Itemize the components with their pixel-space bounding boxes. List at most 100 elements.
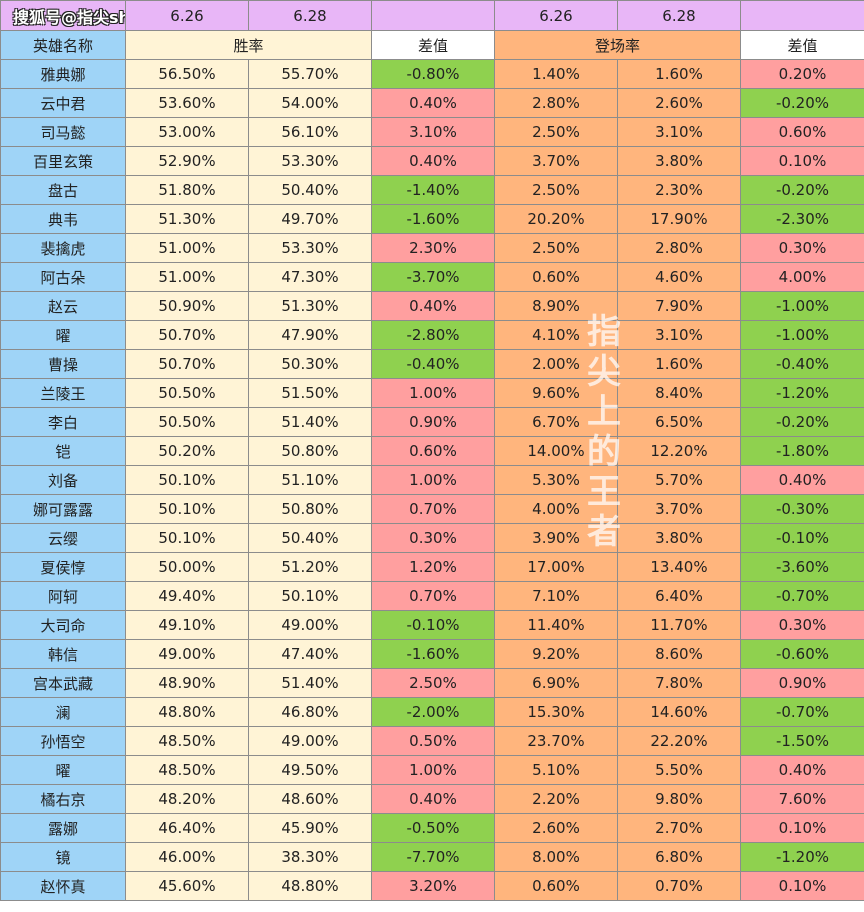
win-rate-626-cell: 50.20% [125, 436, 249, 466]
date-cell: 6.26 [125, 0, 249, 31]
pick-rate-626-cell: 0.60% [494, 871, 618, 901]
hero-name-cell: 橘右京 [0, 784, 126, 814]
win-rate-628-cell: 51.40% [248, 407, 372, 437]
win-rate-626-cell: 52.90% [125, 146, 249, 176]
pick-rate-628-cell: 3.10% [617, 117, 741, 147]
win-rate-626-cell: 48.80% [125, 697, 249, 727]
table-row: 韩信 49.00% 47.40% -1.60% 9.20% 8.60% -0.60% [0, 639, 864, 669]
hero-name-cell: 娜可露露 [0, 494, 126, 524]
win-rate-628-cell: 47.40% [248, 639, 372, 669]
hero-name-cell: 典韦 [0, 204, 126, 234]
pick-rate-628-cell: 22.20% [617, 726, 741, 756]
table-row: 百里玄策 52.90% 53.30% 0.40% 3.70% 3.80% 0.10% [0, 146, 864, 176]
win-diff-cell: 0.40% [371, 88, 495, 118]
empty-header-cell [740, 0, 864, 31]
pick-rate-628-cell: 2.30% [617, 175, 741, 205]
pick-rate-628-cell: 3.80% [617, 523, 741, 553]
table-row: 阿古朵 51.00% 47.30% -3.70% 0.60% 4.60% 4.00% [0, 262, 864, 292]
pick-rate-626-cell: 3.90% [494, 523, 618, 553]
pick-rate-628-cell: 3.70% [617, 494, 741, 524]
pick-rate-626-cell: 2.20% [494, 784, 618, 814]
pick-rate-628-cell: 2.70% [617, 813, 741, 843]
table-row: 阿轲 49.40% 50.10% 0.70% 7.10% 6.40% -0.70% [0, 581, 864, 611]
pick-rate-628-cell: 9.80% [617, 784, 741, 814]
pick-diff-cell: -0.20% [740, 88, 864, 118]
table-row: 赵云 50.90% 51.30% 0.40% 8.90% 7.90% -1.00% [0, 291, 864, 321]
win-diff-cell: -2.80% [371, 320, 495, 350]
pick-diff-cell: -0.10% [740, 523, 864, 553]
win-rate-628-cell: 48.60% [248, 784, 372, 814]
pick-diff-cell: 0.30% [740, 610, 864, 640]
win-rate-628-cell: 49.00% [248, 610, 372, 640]
hero-name-cell: 孙悟空 [0, 726, 126, 756]
win-rate-628-cell: 50.10% [248, 581, 372, 611]
win-diff-cell: -0.50% [371, 813, 495, 843]
table-row: 典韦 51.30% 49.70% -1.60% 20.20% 17.90% -2.30% [0, 204, 864, 234]
pick-rate-626-cell: 5.30% [494, 465, 618, 495]
pick-rate-628-cell: 4.60% [617, 262, 741, 292]
table-row: 大司命 49.10% 49.00% -0.10% 11.40% 11.70% 0.30% [0, 610, 864, 640]
win-rate-626-cell: 50.10% [125, 523, 249, 553]
win-rate-626-cell: 50.50% [125, 378, 249, 408]
win-rate-628-cell: 49.70% [248, 204, 372, 234]
win-rate-626-cell: 49.40% [125, 581, 249, 611]
win-rate-626-cell: 51.30% [125, 204, 249, 234]
table-row: 曜 50.70% 47.90% -2.80% 4.10% 3.10% -1.00% [0, 320, 864, 350]
pick-diff-cell: 0.60% [740, 117, 864, 147]
win-diff-cell: -0.80% [371, 59, 495, 89]
hero-name-cell: 夏侯惇 [0, 552, 126, 582]
win-rate-628-cell: 50.40% [248, 175, 372, 205]
hero-name-header: 英雄名称 [0, 30, 126, 60]
win-diff-cell: 1.20% [371, 552, 495, 582]
win-diff-cell: 0.60% [371, 436, 495, 466]
pick-rate-628-cell: 2.60% [617, 88, 741, 118]
win-rate-628-cell: 46.80% [248, 697, 372, 727]
win-diff-cell: -7.70% [371, 842, 495, 872]
win-rate-626-cell: 48.50% [125, 726, 249, 756]
pick-diff-cell: -1.50% [740, 726, 864, 756]
pick-diff-cell: -0.20% [740, 175, 864, 205]
pick-rate-626-cell: 6.90% [494, 668, 618, 698]
win-rate-628-cell: 56.10% [248, 117, 372, 147]
pick-diff-cell: 4.00% [740, 262, 864, 292]
win-rate-626-cell: 50.10% [125, 494, 249, 524]
date-cell: 6.26 [494, 0, 618, 31]
win-rate-628-cell: 51.10% [248, 465, 372, 495]
pick-rate-628-cell: 2.80% [617, 233, 741, 263]
win-rate-628-cell: 51.40% [248, 668, 372, 698]
win-diff-cell: 0.70% [371, 581, 495, 611]
win-rate-626-cell: 50.10% [125, 465, 249, 495]
table-row: 赵怀真 45.60% 48.80% 3.20% 0.60% 0.70% 0.10% [0, 871, 864, 901]
win-rate-626-cell: 53.00% [125, 117, 249, 147]
pick-rate-628-cell: 8.40% [617, 378, 741, 408]
win-rate-626-cell: 48.50% [125, 755, 249, 785]
win-rate-626-cell: 49.00% [125, 639, 249, 669]
pick-rate-628-cell: 5.70% [617, 465, 741, 495]
pick-diff-cell: -1.20% [740, 378, 864, 408]
pick-rate-626-cell: 0.60% [494, 262, 618, 292]
table-row: 刘备 50.10% 51.10% 1.00% 5.30% 5.70% 0.40% [0, 465, 864, 495]
hero-name-cell: 云缨 [0, 523, 126, 553]
hero-name-cell: 李白 [0, 407, 126, 437]
pick-rate-626-cell: 7.10% [494, 581, 618, 611]
pick-rate-626-cell: 2.60% [494, 813, 618, 843]
win-rate-628-cell: 53.30% [248, 233, 372, 263]
table-row: 云缨 50.10% 50.40% 0.30% 3.90% 3.80% -0.10% [0, 523, 864, 553]
pick-diff-cell: 0.30% [740, 233, 864, 263]
pick-diff-cell: -0.20% [740, 407, 864, 437]
pick-rate-628-cell: 1.60% [617, 349, 741, 379]
win-rate-628-cell: 48.80% [248, 871, 372, 901]
win-diff-cell: -2.00% [371, 697, 495, 727]
pick-rate-628-cell: 0.70% [617, 871, 741, 901]
win-rate-628-cell: 50.80% [248, 494, 372, 524]
brand-watermark: 搜狐号@指尖show [0, 0, 126, 31]
pick-rate-628-cell: 3.80% [617, 146, 741, 176]
hero-name-cell: 盘古 [0, 175, 126, 205]
pick-rate-628-cell: 17.90% [617, 204, 741, 234]
pick-rate-628-cell: 7.90% [617, 291, 741, 321]
win-rate-626-cell: 56.50% [125, 59, 249, 89]
pick-rate-626-cell: 23.70% [494, 726, 618, 756]
date-row: 搜狐号@指尖show 6.26 6.28 6.26 6.28 [0, 0, 864, 31]
hero-name-cell: 露娜 [0, 813, 126, 843]
